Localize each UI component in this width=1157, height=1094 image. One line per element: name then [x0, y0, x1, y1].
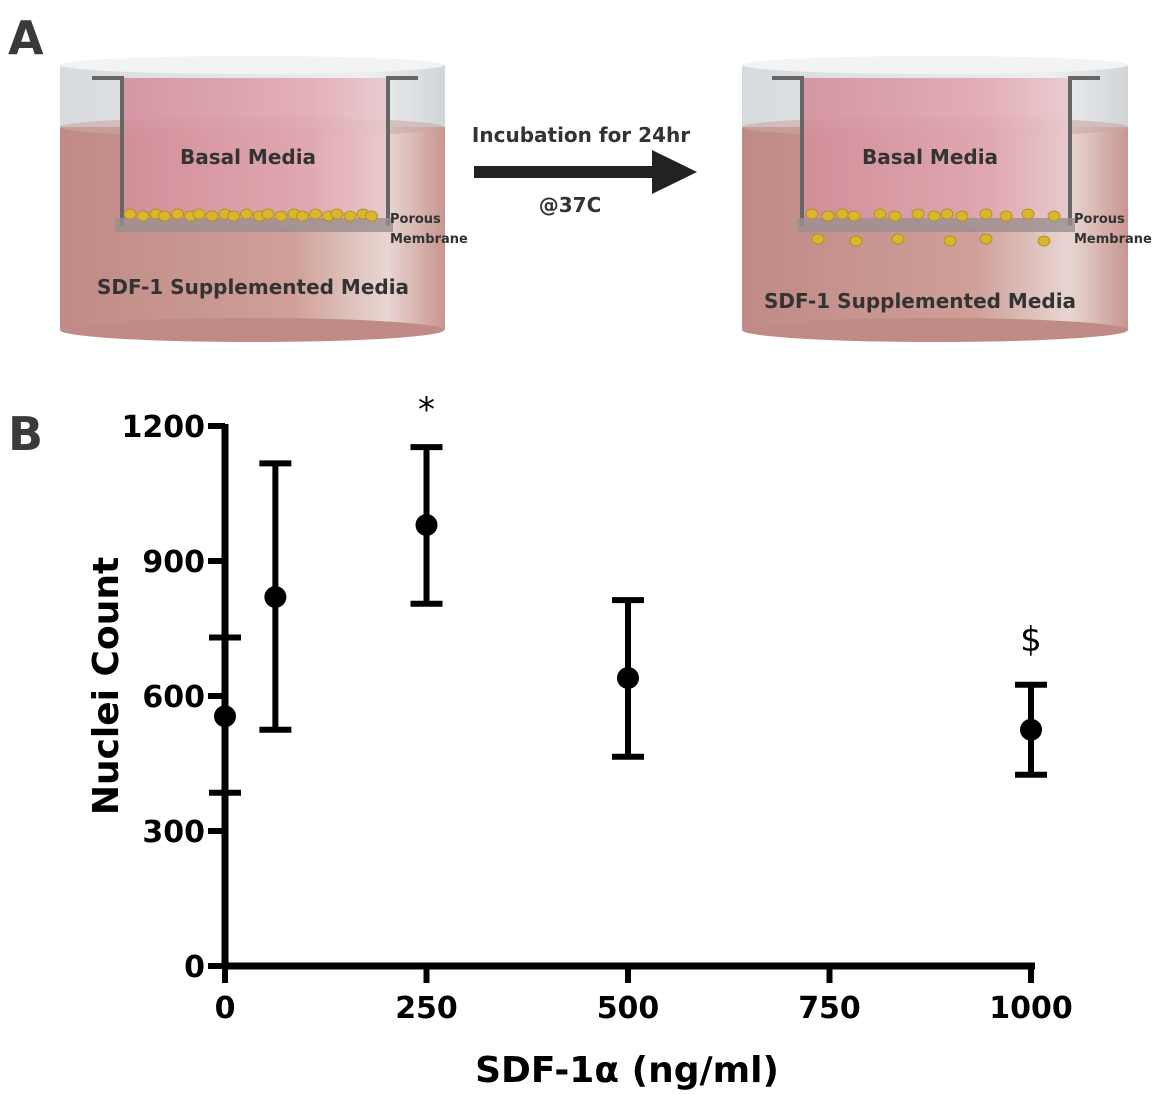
x-tick-label: 1000 [989, 991, 1073, 1026]
x-axis-title: SDF-1α (ng/ml) [475, 1050, 779, 1091]
cell-icon [227, 210, 240, 222]
inner-media-label-right: Basal Media [862, 145, 998, 169]
cell-icon [309, 208, 322, 220]
cell-icon [979, 208, 993, 220]
significance-annotation: * [418, 390, 435, 430]
inner-media-left [120, 78, 388, 226]
arrow-head [652, 150, 697, 194]
x-tick-label: 500 [597, 991, 660, 1026]
arrow-label-top: Incubation for 24hr [472, 123, 690, 147]
cell-icon [911, 208, 925, 220]
cell-icon [192, 208, 206, 220]
cell-icon [261, 208, 275, 220]
data-point-group: * [410, 390, 443, 607]
cell-icon [296, 210, 309, 222]
cell-icon [343, 210, 357, 222]
cell-icon [927, 210, 941, 222]
migrated-cell-icon [943, 235, 957, 247]
well-left: Basal Media SDF-1 Supplemented Media Por… [60, 56, 468, 342]
y-tick-label: 600 [142, 680, 205, 715]
arrow-label-bottom: @37C [539, 193, 602, 217]
cells-right [805, 208, 1061, 247]
cell-icon [940, 208, 954, 220]
cell-icon [888, 210, 902, 222]
cell-icon [171, 208, 184, 220]
cell-icon [158, 210, 171, 222]
data-point-group [259, 460, 292, 733]
cell-icon [274, 210, 288, 222]
cell-icon [330, 208, 344, 220]
data-point-group [209, 634, 241, 796]
data-point-group [612, 597, 644, 760]
data-point-marker [617, 667, 639, 689]
data-points: *$ [209, 390, 1047, 796]
membrane-left [115, 218, 393, 232]
cell-icon [365, 210, 378, 222]
migrated-cell-icon [849, 235, 863, 247]
cell-icon [847, 210, 861, 222]
y-tick-label: 900 [142, 545, 205, 580]
cell-icon [835, 208, 849, 220]
cell-icon [240, 208, 253, 220]
migrated-cell-icon [1037, 235, 1051, 247]
arrow-shaft [474, 166, 654, 178]
membrane-label-left-1: Porous [390, 212, 441, 227]
cells-left [123, 208, 378, 222]
y-tick-label: 300 [142, 815, 205, 850]
migrated-cell-icon [979, 233, 993, 245]
y-axis-title: Nuclei Count [86, 557, 127, 815]
membrane-label-right-1: Porous [1074, 212, 1125, 227]
y-ticks: 0 300 600 900 1200 [122, 410, 225, 985]
inner-media-right [802, 78, 1070, 226]
cell-icon [205, 210, 219, 222]
cell-icon [873, 208, 887, 220]
data-point-group: $ [1015, 620, 1047, 778]
cell-icon [1047, 210, 1061, 222]
cell-icon [999, 210, 1013, 222]
outer-media-label-left: SDF-1 Supplemented Media [97, 275, 409, 299]
data-point-marker [264, 586, 287, 608]
y-tick-label: 1200 [122, 410, 206, 445]
x-ticks: 0 250 500 750 1000 [215, 966, 1073, 1026]
x-tick-label: 250 [395, 991, 458, 1026]
migrated-cell-icon [891, 233, 905, 245]
migrated-cell-icon [811, 233, 825, 245]
incubation-arrow: Incubation for 24hr @37C [472, 123, 697, 217]
panel-letter-a: A [8, 11, 44, 65]
data-point-marker [415, 514, 438, 536]
well-right: Basal Media SDF-1 Supplemented Media Por… [742, 56, 1152, 342]
membrane-label-left-2: Membrane [390, 232, 468, 247]
cell-icon [136, 210, 150, 222]
y-tick-label: 0 [184, 950, 205, 985]
cell-icon [123, 208, 137, 220]
cell-icon [821, 210, 835, 222]
cell-icon [805, 208, 819, 220]
inner-media-label-left: Basal Media [180, 145, 316, 169]
x-tick-label: 0 [215, 991, 236, 1026]
x-tick-label: 750 [798, 991, 861, 1026]
significance-annotation: $ [1020, 620, 1042, 660]
data-point-marker [214, 705, 236, 728]
membrane-label-right-2: Membrane [1074, 232, 1152, 247]
panel-letter-b: B [8, 407, 43, 461]
membrane-right [797, 218, 1075, 232]
outer-media-label-right: SDF-1 Supplemented Media [764, 289, 1076, 313]
cell-icon [1021, 208, 1035, 220]
cell-icon [955, 210, 969, 222]
data-point-marker [1020, 718, 1042, 741]
